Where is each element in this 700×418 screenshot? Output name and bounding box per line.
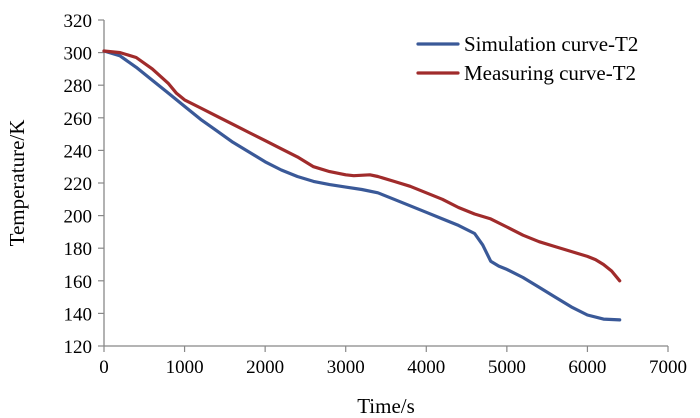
series-line-simulation <box>102 49 622 322</box>
series-layer <box>102 49 622 322</box>
y-tick-label: 200 <box>64 207 93 228</box>
legend: Simulation curve-T2 Measuring curve-T2 <box>416 32 638 85</box>
x-tick-label: 3000 <box>327 357 365 378</box>
x-tick-label: 0 <box>99 357 109 378</box>
y-tick-label: 300 <box>64 44 93 65</box>
y-tick-label: 260 <box>64 109 93 130</box>
y-tick-label: 180 <box>64 239 93 260</box>
y-tick-label: 140 <box>64 304 93 325</box>
legend-label-simulation: Simulation curve-T2 <box>464 32 638 56</box>
y-tick-label: 220 <box>64 174 93 195</box>
y-tick-label: 160 <box>64 272 93 293</box>
series-line-measuring <box>102 49 622 283</box>
x-tick-label: 2000 <box>246 357 284 378</box>
y-tick-label: 280 <box>64 76 93 97</box>
x-tick-label: 5000 <box>488 357 526 378</box>
y-ticks: 120 140 160 180 200 220 240 260 280 300 320 <box>64 11 104 358</box>
x-tick-label: 1000 <box>166 357 204 378</box>
y-axis-title: Temperature/K <box>5 120 29 247</box>
x-ticks: 0 1000 2000 3000 4000 5000 6000 7000 <box>99 346 687 378</box>
x-tick-label: 6000 <box>568 357 606 378</box>
legend-label-measuring: Measuring curve-T2 <box>464 61 636 85</box>
y-tick-label: 120 <box>64 337 93 358</box>
x-axis-title: Time/s <box>357 394 415 418</box>
plot-axes: 0 1000 2000 3000 4000 5000 6000 7000 1201401601… <box>64 11 688 378</box>
x-tick-label: 4000 <box>407 357 445 378</box>
x-tick-label: 7000 <box>649 357 687 378</box>
y-tick-label: 320 <box>64 11 93 32</box>
y-tick-label: 240 <box>64 141 93 162</box>
